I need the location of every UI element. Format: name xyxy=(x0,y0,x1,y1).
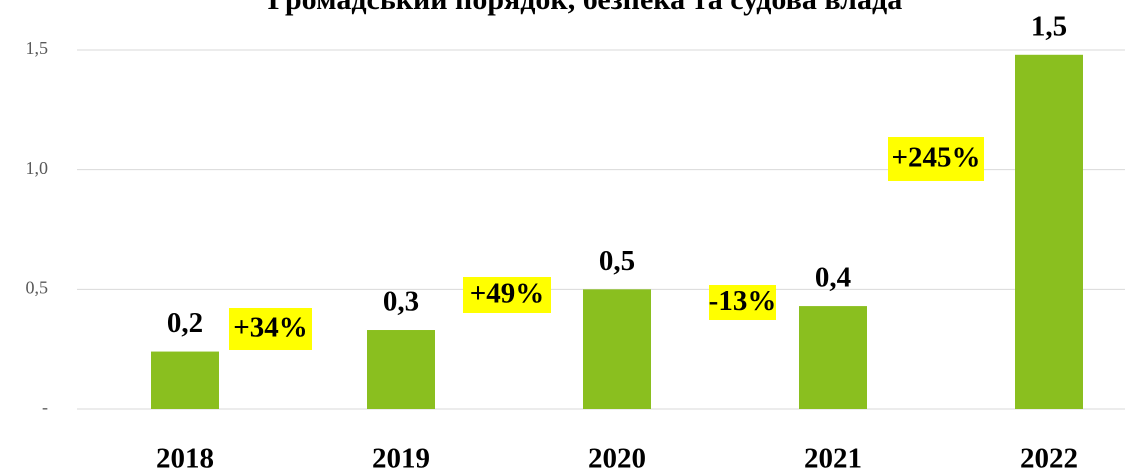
annotation: +245% xyxy=(891,142,980,174)
value-label: 0,5 xyxy=(599,245,635,277)
annotation-box xyxy=(709,285,776,320)
y-tick-label: 1,5 xyxy=(26,38,49,58)
x-tick-label: 2018 xyxy=(156,443,214,475)
y-tick-label: 0,5 xyxy=(26,277,49,297)
bar xyxy=(1015,54,1083,409)
value-label: 0,2 xyxy=(167,307,203,339)
bar xyxy=(799,306,867,409)
bar xyxy=(583,289,651,409)
bar xyxy=(151,351,219,409)
x-tick-label: 2019 xyxy=(372,443,430,475)
value-label: 0,4 xyxy=(815,262,851,294)
annotation-box xyxy=(229,308,312,350)
value-label: 1,5 xyxy=(1031,10,1067,42)
y-tick-label: - xyxy=(42,397,48,417)
annotation: +49% xyxy=(470,278,545,310)
y-tick-label: 1,0 xyxy=(26,158,49,178)
bar xyxy=(367,330,435,409)
value-label: 0,3 xyxy=(383,286,419,318)
annotation: +34% xyxy=(233,312,308,344)
chart-title: Громадський порядок, безпека та судова в… xyxy=(268,0,902,16)
annotation: -13% xyxy=(709,285,777,317)
x-tick-label: 2022 xyxy=(1020,443,1078,475)
annotation-box xyxy=(463,277,551,313)
x-tick-label: 2021 xyxy=(804,443,862,475)
x-tick-label: 2020 xyxy=(588,443,646,475)
annotation-box xyxy=(888,137,984,181)
